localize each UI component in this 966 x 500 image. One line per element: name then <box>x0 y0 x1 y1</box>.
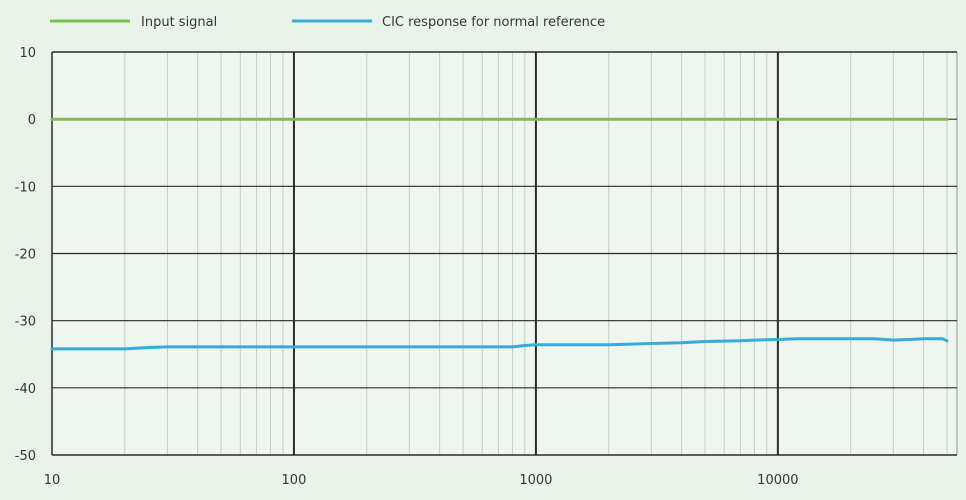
y-tick-label: -20 <box>15 248 36 263</box>
y-tick-label: -30 <box>15 315 36 330</box>
y-axis-tick-labels: 10 0 -10 -20 -30 -40 -50 <box>15 46 36 464</box>
y-tick-label: 10 <box>19 46 36 61</box>
x-tick-label: 10000 <box>757 473 798 488</box>
y-tick-label: -50 <box>15 449 36 464</box>
legend: Input signal CIC response for normal refe… <box>50 15 605 30</box>
legend-item-1: Input signal <box>50 15 217 30</box>
legend-label: CIC response for normal reference <box>382 15 605 30</box>
legend-item-2: CIC response for normal reference <box>292 15 605 30</box>
y-tick-label: -10 <box>15 180 36 195</box>
series-layer <box>50 117 949 351</box>
x-axis-tick-labels: 10 100 1000 10000 <box>44 473 799 488</box>
y-tick-label: 0 <box>28 113 36 128</box>
series-line-2 <box>50 337 949 351</box>
x-tick-label: 100 <box>282 473 307 488</box>
legend-label: Input signal <box>141 15 217 30</box>
x-tick-label: 1000 <box>519 473 552 488</box>
y-tick-label: -40 <box>15 382 36 397</box>
x-tick-label: 10 <box>44 473 61 488</box>
